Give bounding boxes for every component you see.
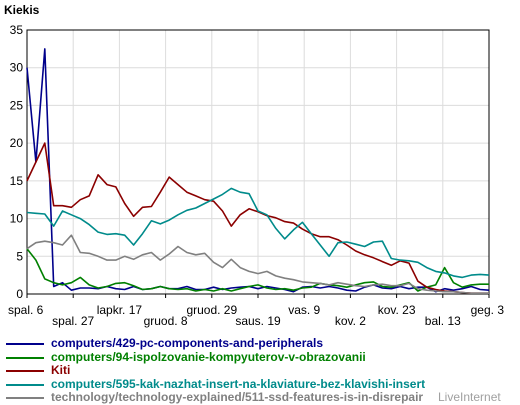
- y-tick-label: 25: [10, 98, 24, 112]
- y-tick-label: 0: [16, 287, 23, 301]
- y-tick-label: 15: [10, 174, 24, 188]
- legend-swatch: [6, 356, 44, 359]
- grid: [26, 29, 490, 295]
- x-tick-label: geg. 3: [471, 303, 505, 317]
- y-tick-label: 35: [10, 23, 24, 37]
- y-tick-label: 20: [10, 136, 24, 150]
- series-line: [26, 234, 489, 295]
- legend-item: computers/94-ispolzovanie-kompyuterov-v-…: [6, 349, 520, 365]
- legend-item: technology/technology-explained/511-ssd-…: [6, 390, 520, 405]
- legend-swatch: [6, 343, 44, 345]
- y-tick-label: 30: [10, 61, 24, 75]
- legend-label: technology/technology-explained/511-ssd-…: [51, 390, 424, 404]
- x-tick-label: gruod. 29: [186, 303, 237, 317]
- y-tick-label: 10: [10, 212, 24, 226]
- y-tick-label: 5: [16, 249, 23, 263]
- x-tick-label: gruod. 8: [144, 314, 188, 328]
- chart-title: Kiekis: [4, 3, 40, 17]
- legend-label: computers/94-ispolzovanie-kompyuterov-v-…: [51, 349, 366, 364]
- legend-label: computers/429-pc-components-and-peripher…: [51, 336, 324, 350]
- series-line: [26, 187, 490, 279]
- plot-frame: [26, 29, 490, 295]
- x-tick-label: lapkr. 17: [97, 303, 143, 317]
- plot-lines: [26, 48, 490, 295]
- legend-item: computers/429-pc-components-and-peripher…: [6, 336, 520, 351]
- legend-label: Kiti: [51, 363, 71, 377]
- legend-item: Kiti: [6, 363, 520, 378]
- x-tick-label: saus. 19: [235, 314, 281, 328]
- x-tick-label: spal. 27: [52, 314, 94, 328]
- legend-swatch: [6, 370, 44, 372]
- legend: computers/429-pc-components-and-peripher…: [6, 336, 520, 405]
- x-tick-label: vas. 9: [288, 303, 320, 317]
- legend-item: computers/595-kak-nazhat-insert-na-klavi…: [6, 376, 520, 392]
- x-tick-label: bal. 13: [425, 314, 461, 328]
- x-tick-label: kov. 23: [378, 303, 416, 317]
- legend-swatch: [6, 397, 44, 399]
- watermark: LiveInternet: [438, 390, 501, 404]
- legend-label: computers/595-kak-nazhat-insert-na-klavi…: [51, 376, 426, 391]
- x-tick-label: kov. 2: [335, 314, 366, 328]
- x-tick-label: spal. 6: [8, 303, 44, 317]
- legend-swatch: [6, 383, 44, 386]
